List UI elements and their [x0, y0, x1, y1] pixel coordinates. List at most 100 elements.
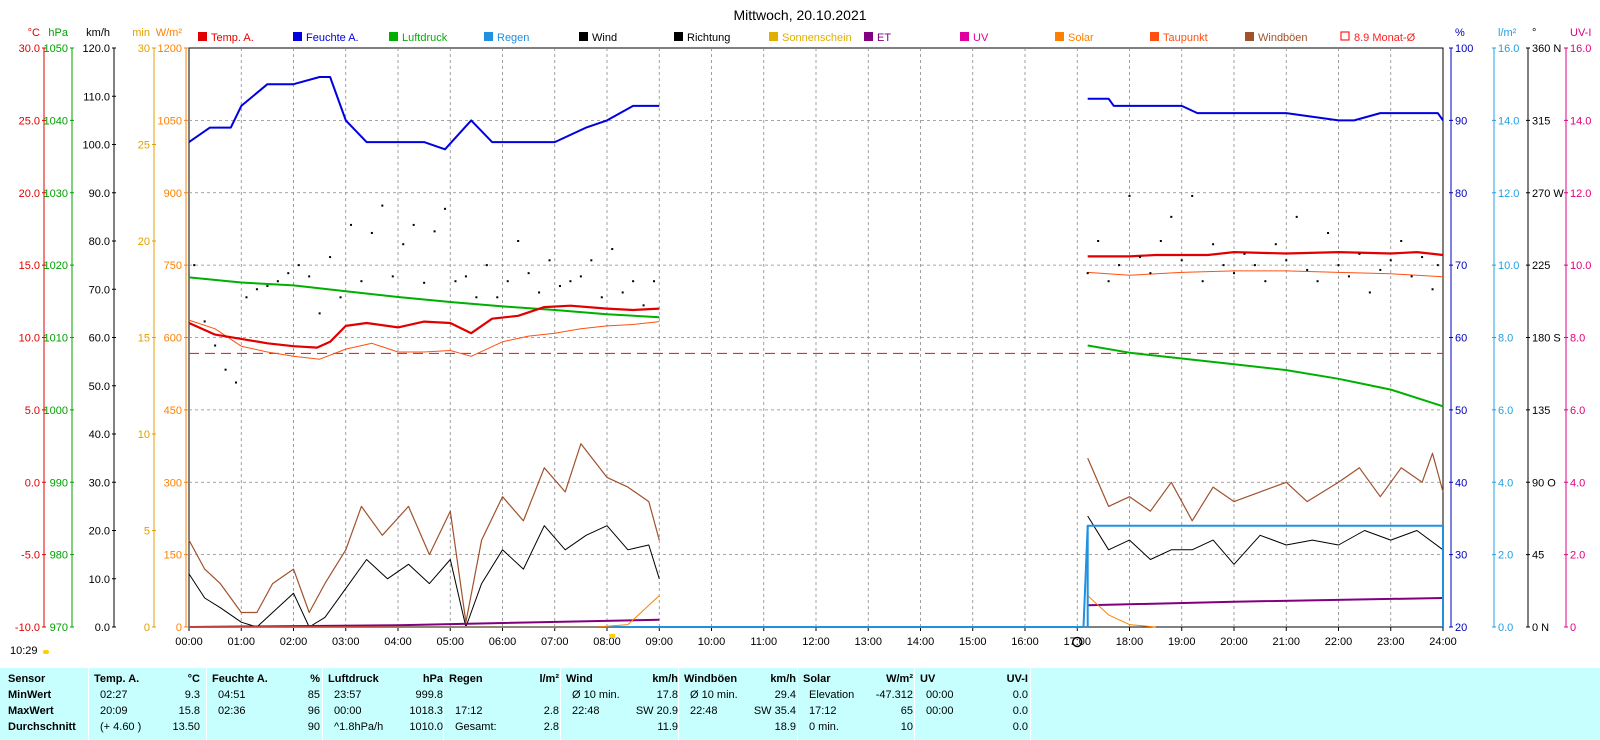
direction-point — [1201, 280, 1204, 283]
left-axis-tick-label: 1050 — [158, 115, 182, 127]
table-row-label: MaxWert — [8, 705, 54, 717]
left-axis-tick-label: 5.0 — [25, 405, 40, 417]
left-axis-tick-label: 15.0 — [19, 260, 40, 272]
direction-point — [1212, 243, 1215, 246]
direction-point — [1118, 264, 1121, 267]
direction-point — [475, 296, 478, 299]
table-header-unit: W/m² — [886, 673, 913, 685]
direction-point — [255, 288, 258, 291]
left-axis-tick-label: 0.0 — [25, 477, 40, 489]
x-axis-tick-label: 10:00 — [698, 636, 726, 648]
legend-swatch — [1055, 32, 1064, 41]
right-axis-tick-label: 2.0 — [1498, 550, 1513, 562]
legend-swatch — [674, 32, 683, 41]
table-column-divider — [88, 668, 89, 740]
table-cell-time: 00:00 — [334, 705, 362, 717]
table-header-label: Sensor — [8, 673, 46, 685]
right-axis-tick-label: 10.0 — [1570, 260, 1591, 272]
legend-label: Taupunkt — [1163, 32, 1208, 44]
right-axis-tick-label: 30 — [1455, 550, 1467, 562]
sunset-marker — [1072, 636, 1083, 648]
x-axis-tick-label: 18:00 — [1116, 636, 1144, 648]
legend-swatch — [389, 32, 398, 41]
right-axis-tick-label: 12.0 — [1570, 188, 1591, 200]
table-cell-value: 10 — [900, 721, 913, 733]
x-axis-tick-label: 04:00 — [384, 636, 412, 648]
x-axis-tick-label: 19:00 — [1168, 636, 1196, 648]
legend-label: Feuchte A. — [306, 32, 359, 44]
table-row-label: Durchschnitt — [8, 721, 76, 733]
table-header-label: Wind — [566, 673, 593, 685]
direction-point — [444, 207, 447, 210]
table-cell-value: 96 — [307, 705, 320, 717]
left-axis-unit: hPa — [48, 27, 68, 39]
right-axis-tick-label: 10.0 — [1498, 260, 1519, 272]
direction-point — [1180, 259, 1183, 262]
series-line-wind — [1087, 515, 1444, 565]
legend-swatch — [293, 32, 302, 41]
left-axis-tick-label: 5 — [144, 526, 150, 538]
right-axis-tick-label: 100 — [1455, 43, 1473, 55]
table-cell-value: -47.312 — [875, 689, 913, 701]
left-axis-tick-label: 750 — [164, 260, 182, 272]
right-axis-tick-label: 270 W — [1532, 188, 1564, 200]
left-axis-tick-label: 20 — [138, 236, 150, 248]
left-axis-tick-label: 50.0 — [89, 381, 110, 393]
legend-label: Richtung — [687, 32, 730, 44]
direction-point — [349, 223, 352, 226]
direction-point — [412, 223, 415, 226]
direction-point — [1149, 272, 1152, 275]
legend-label: Sonnenschein — [782, 32, 852, 44]
left-axis-tick-label: 300 — [164, 477, 182, 489]
direction-point — [214, 344, 217, 347]
table-header-label: Solar — [803, 673, 831, 685]
direction-point — [548, 259, 551, 262]
direction-point — [485, 264, 488, 267]
table-cell-time: 17:12 — [809, 705, 837, 717]
left-axis-tick-label: 30.0 — [89, 477, 110, 489]
direction-point — [1285, 259, 1288, 262]
direction-point — [621, 291, 624, 294]
table-cell-time: ^1.8hPa/h — [334, 721, 384, 733]
left-axis-tick-label: 10 — [138, 429, 150, 441]
table-cell-time: Ø 10 min. — [572, 689, 620, 701]
direction-point — [224, 368, 227, 371]
left-axis-unit: °C — [28, 27, 40, 39]
direction-point — [590, 259, 593, 262]
left-axis-tick-label: 990 — [50, 477, 68, 489]
right-axis-tick-label: 315 — [1532, 115, 1550, 127]
direction-point — [642, 304, 645, 307]
direction-point — [245, 296, 248, 299]
table-cell-time: 22:48 — [690, 705, 718, 717]
direction-point — [1306, 268, 1309, 271]
table-cell-value: 65 — [900, 705, 913, 717]
series-line-temp-a- — [1087, 251, 1444, 258]
right-axis-tick-label: 16.0 — [1498, 43, 1519, 55]
table-cell-time: 02:36 — [218, 705, 246, 717]
x-axis-tick-label: 11:00 — [750, 636, 777, 648]
direction-point — [1347, 275, 1350, 278]
direction-point — [1264, 280, 1267, 283]
series-line-wind — [188, 525, 660, 628]
left-axis-tick-label: 0 — [144, 622, 150, 634]
direction-point — [1379, 268, 1382, 271]
table-cell-value: 85 — [307, 689, 320, 701]
direction-point — [370, 231, 373, 234]
right-axis-tick-label: 6.0 — [1498, 405, 1513, 417]
x-axis-tick-label: 02:00 — [280, 636, 308, 648]
right-axis-unit: ° — [1532, 27, 1536, 39]
series-line-taupunkt — [188, 319, 660, 360]
table-cell-value: 18.9 — [774, 721, 796, 733]
direction-point — [454, 280, 457, 283]
table-row-label: MinWert — [8, 689, 52, 701]
table-header-unit: °C — [187, 673, 200, 685]
left-axis-tick-label: 150 — [164, 550, 182, 562]
table-header-unit: UV-I — [1006, 673, 1028, 685]
direction-point — [527, 272, 530, 275]
x-axis-tick-label: 01:00 — [227, 636, 255, 648]
table-cell-value: SW 35.4 — [753, 705, 796, 717]
direction-point — [381, 204, 384, 207]
table-cell-value: 9.3 — [184, 689, 200, 701]
table-cell-value: 1010.0 — [409, 721, 443, 733]
left-axis-tick-label: 15 — [138, 333, 150, 345]
